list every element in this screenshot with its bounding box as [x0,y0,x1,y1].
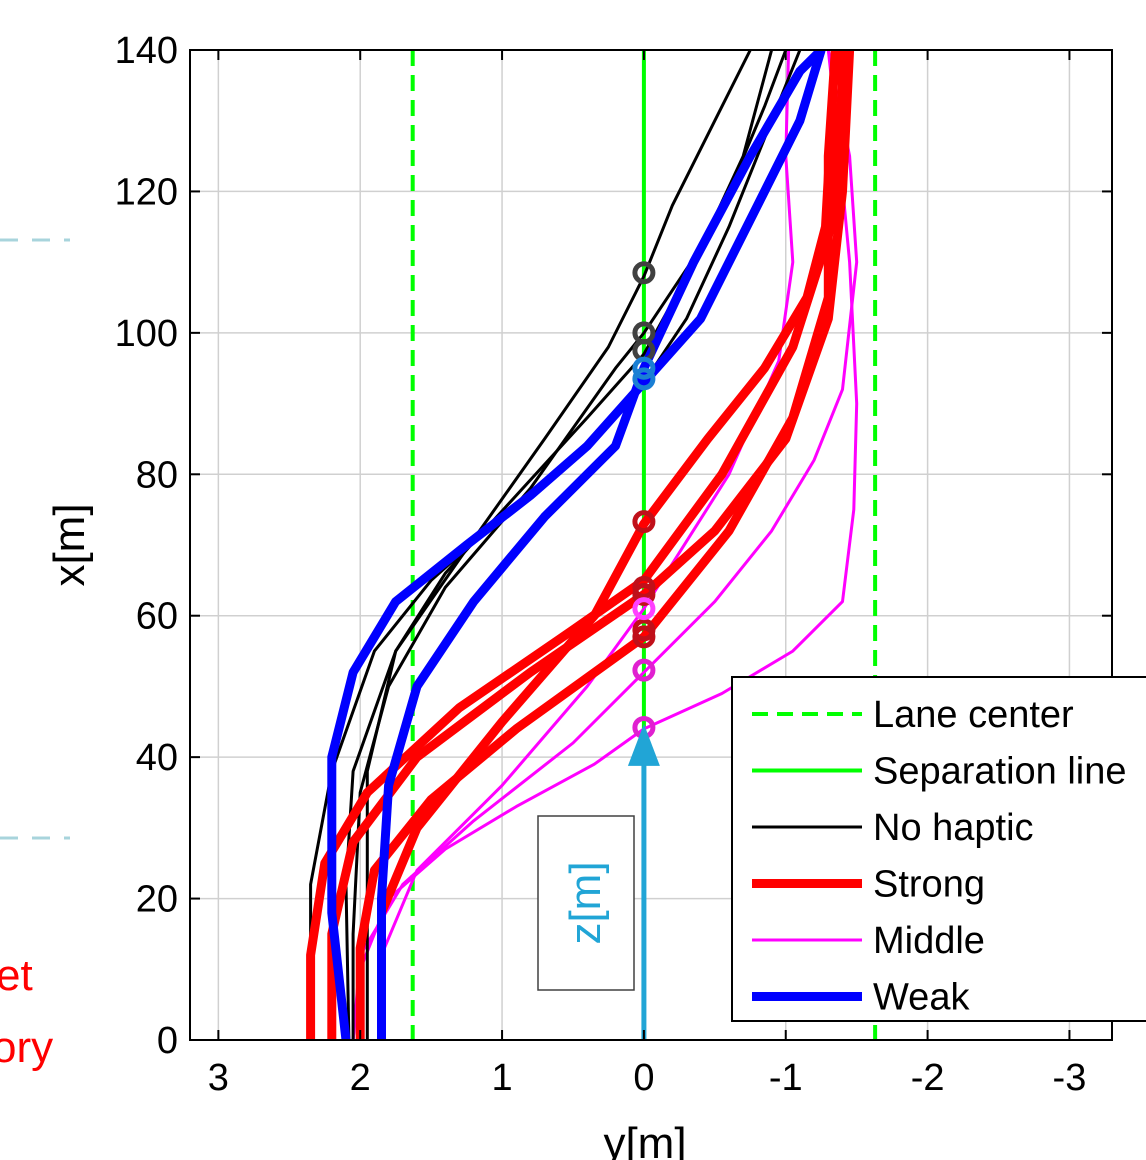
crossing-marker-11 [632,658,656,682]
series-line-5 [351,50,859,1040]
series-line-3 [377,50,840,1040]
y-tick-label-3: 60 [136,596,178,638]
series-line-0 [306,50,847,1040]
x-tick-label-1: 2 [350,1057,371,1099]
x-tick-label-6: -3 [1053,1057,1087,1099]
crossing-marker-10 [632,597,656,621]
legend-label-3: Strong [873,864,985,906]
legend-label-5: Weak [873,977,970,1019]
series-line-6 [380,50,795,1040]
crossing-marker-3 [632,356,656,380]
y-tick-label-6: 120 [115,171,178,213]
x-tick-label-0: 3 [208,1057,229,1099]
y-tick-label-5: 100 [115,313,178,355]
y-tick-label-2: 40 [136,737,178,779]
annotation-label-box [537,815,635,991]
legend: Lane center Separation line No haptic Stron… [731,676,1146,1022]
left-text-line2: ory [0,1023,53,1072]
series-line-11 [327,50,826,1040]
crossing-marker-9 [632,625,656,649]
left-edge-fragments: et ory [0,238,70,1072]
crossing-marker-0 [632,261,656,285]
crossing-marker-4 [632,367,656,391]
crossing-marker-5 [632,510,656,534]
annotation-arrow-head [627,723,660,766]
legend-label-4: Middle [873,920,985,962]
axis-ticks: 3 2 1 0 -1 -2 -3 0 20 40 60 80 100 120 140 [115,30,1112,1099]
y-tick-label-4: 80 [136,454,178,496]
x-tick-label-2: 1 [491,1057,512,1099]
x-tick-label-3: 0 [633,1057,654,1099]
y-axis-label: x[m] [45,503,94,586]
legend-box [731,676,1146,1022]
series-line-12 [377,50,825,1040]
left-text-line1: et [0,951,33,1000]
z-annotation: z[m] [537,723,660,1040]
y-tick-label-0: 0 [157,1020,178,1062]
legend-label-2: No haptic [873,807,1034,849]
series-line-10 [365,50,752,1040]
crossing-marker-7 [632,583,656,606]
y-tick-label-1: 20 [136,879,178,921]
annotation-label: z[m] [561,861,610,944]
legend-label-1: Separation line [873,751,1127,793]
y-tick-label-7: 140 [115,30,178,72]
x-tick-label-4: -1 [769,1057,803,1099]
plot-frame [189,49,1113,1041]
x-tick-label-5: -2 [911,1057,945,1099]
legend-label-0: Lane center [873,694,1074,736]
x-axis-label: y[m] [603,1119,686,1160]
